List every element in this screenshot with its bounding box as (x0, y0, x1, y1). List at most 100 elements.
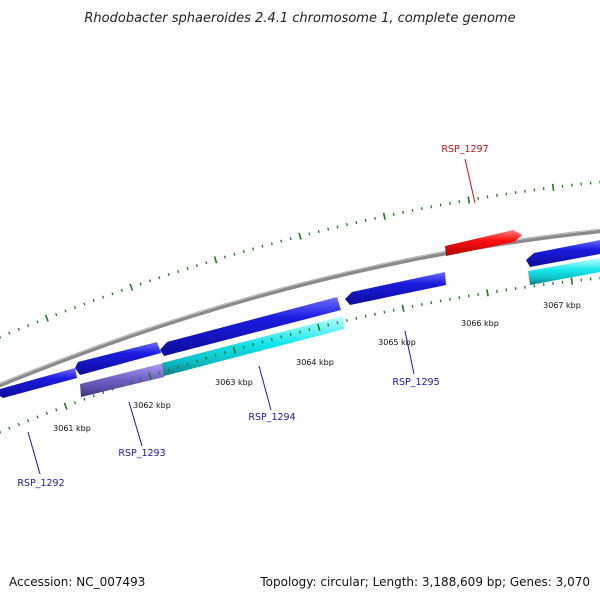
minor-tick (83, 397, 86, 401)
minor-tick (355, 221, 358, 225)
minor-tick (158, 276, 161, 280)
minor-tick (252, 247, 255, 251)
minor-tick (45, 411, 49, 415)
gene-label-rsp-1295[interactable]: RSP_1295 (392, 377, 439, 388)
minor-tick (167, 368, 170, 372)
minor-tick (411, 208, 414, 212)
minor-tick (148, 279, 152, 283)
major-tick (44, 314, 49, 322)
minor-tick (26, 324, 30, 328)
cds-right[interactable] (528, 258, 600, 285)
leader-rsp-1292 (27, 431, 41, 475)
leader-rsp-1297 (464, 158, 476, 204)
leader-rsp-1295 (404, 330, 415, 375)
minor-tick (280, 239, 283, 243)
minor-tick (36, 320, 39, 324)
gene-blue-3[interactable] (160, 297, 341, 356)
minor-tick (345, 319, 348, 323)
minor-tick (195, 359, 198, 363)
minor-tick (280, 335, 283, 339)
minor-tick (308, 328, 311, 332)
minor-tick (289, 332, 292, 336)
minor-tick (83, 302, 86, 306)
leader-rsp-1293 (128, 401, 143, 447)
minor-tick (252, 343, 255, 347)
minor-tick (505, 288, 508, 292)
gene-rsp-1297[interactable] (445, 230, 522, 256)
minor-tick (102, 295, 105, 299)
gene-label-rsp-1294[interactable]: RSP_1294 (248, 412, 295, 423)
major-tick (129, 283, 134, 291)
minor-tick (205, 356, 208, 360)
minor-tick (73, 305, 77, 310)
minor-tick (55, 408, 58, 412)
gene-blue-2[interactable] (75, 342, 161, 375)
major-tick (148, 372, 152, 380)
major-tick (232, 346, 237, 354)
minor-tick (55, 313, 58, 317)
minor-tick (374, 312, 376, 316)
minor-tick (177, 365, 180, 369)
gene-blue-5[interactable] (526, 240, 600, 267)
minor-tick (120, 384, 123, 388)
minor-tick (420, 207, 423, 211)
major-tick (570, 277, 574, 285)
minor-tick (111, 387, 114, 391)
tick-label-3064: 3064 kbp (296, 358, 334, 367)
tick-label-3067: 3067 kbp (543, 301, 581, 310)
minor-tick (458, 296, 461, 300)
minor-tick (111, 292, 114, 296)
major-tick (382, 212, 386, 220)
minor-tick (158, 371, 161, 375)
minor-tick (439, 299, 442, 303)
minor-tick (336, 225, 339, 229)
minor-tick (223, 255, 227, 259)
minor-tick (73, 401, 77, 405)
minor-tick (317, 229, 320, 234)
minor-tick (270, 337, 273, 341)
cds-rsp-1293[interactable] (80, 363, 164, 397)
minor-tick (383, 310, 386, 314)
minor-tick (186, 267, 189, 271)
minor-tick (233, 252, 236, 256)
minor-tick (261, 244, 264, 248)
minor-tick (345, 223, 348, 227)
minor-tick (177, 269, 180, 274)
minor-tick (92, 298, 95, 303)
minor-tick (355, 316, 358, 320)
minor-tick (8, 426, 11, 430)
outer-tick-ring (0, 180, 600, 339)
major-tick (401, 304, 405, 312)
minor-tick (195, 264, 198, 268)
gene-label-rsp-1293[interactable]: RSP_1293 (118, 448, 165, 459)
minor-tick (420, 302, 423, 307)
gene-blue-4[interactable] (345, 272, 446, 305)
accession-text: Accession: NC_007493 (9, 575, 145, 589)
minor-tick (139, 282, 142, 286)
minor-tick (167, 273, 170, 277)
major-tick (213, 256, 218, 264)
minor-tick (36, 415, 39, 419)
minor-tick (0, 335, 2, 339)
minor-tick (477, 196, 480, 200)
minor-tick (223, 351, 227, 355)
minor-tick (186, 362, 189, 366)
gene-label-rsp-1297[interactable]: RSP_1297 (441, 144, 488, 155)
genome-summary-text: Topology: circular; Length: 3,188,609 bp… (259, 575, 590, 589)
minor-tick (392, 212, 395, 216)
gene-blue-1[interactable] (0, 368, 77, 398)
minor-tick (102, 390, 105, 395)
major-tick (63, 402, 68, 410)
gene-label-rsp-1292[interactable]: RSP_1292 (17, 478, 64, 489)
minor-tick (26, 419, 30, 423)
minor-tick (430, 205, 433, 209)
major-tick (467, 196, 471, 204)
minor-tick (402, 210, 405, 214)
minor-tick (392, 308, 395, 312)
minor-tick (261, 340, 264, 344)
minor-tick (17, 327, 20, 331)
minor-tick (242, 250, 245, 254)
minor-tick (364, 314, 367, 318)
minor-tick (308, 232, 311, 236)
